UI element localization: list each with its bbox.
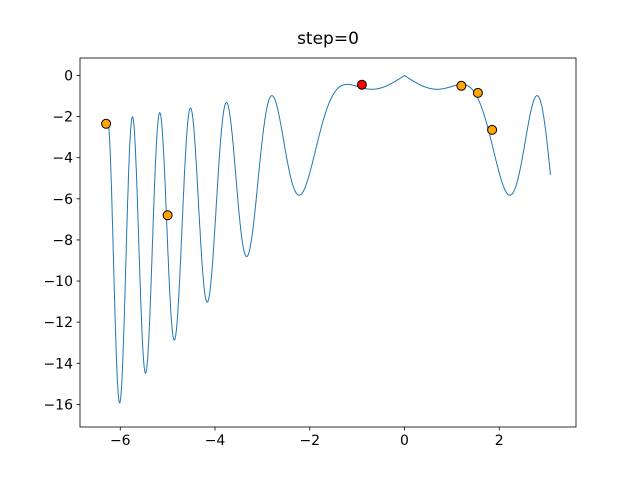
red-current-point [356,79,367,90]
y-tick-label: −12 [43,315,73,331]
orange-sample-point [487,124,498,135]
x-tick-label: −2 [299,433,320,449]
x-tick-label: 0 [400,433,409,449]
x-tick-label: 2 [495,433,504,449]
y-tick-label: −4 [52,151,73,167]
x-tick-label: −6 [110,433,131,449]
y-tick-label: −14 [43,356,73,372]
function-curve [107,75,551,404]
y-tick-label: −6 [52,192,73,208]
orange-sample-point [162,210,173,221]
y-tick-label: −2 [52,110,73,126]
plot-title: step=0 [297,29,359,49]
orange-sample-point [456,80,467,91]
y-tick-label: −16 [43,397,73,413]
y-tick-label: −8 [52,233,73,249]
axes-spines [79,57,577,428]
orange-sample-point [101,118,112,129]
y-tick-label: −10 [43,274,73,290]
orange-sample-point [472,87,483,98]
y-tick-label: 0 [64,68,73,84]
x-tick-label: −4 [205,433,226,449]
